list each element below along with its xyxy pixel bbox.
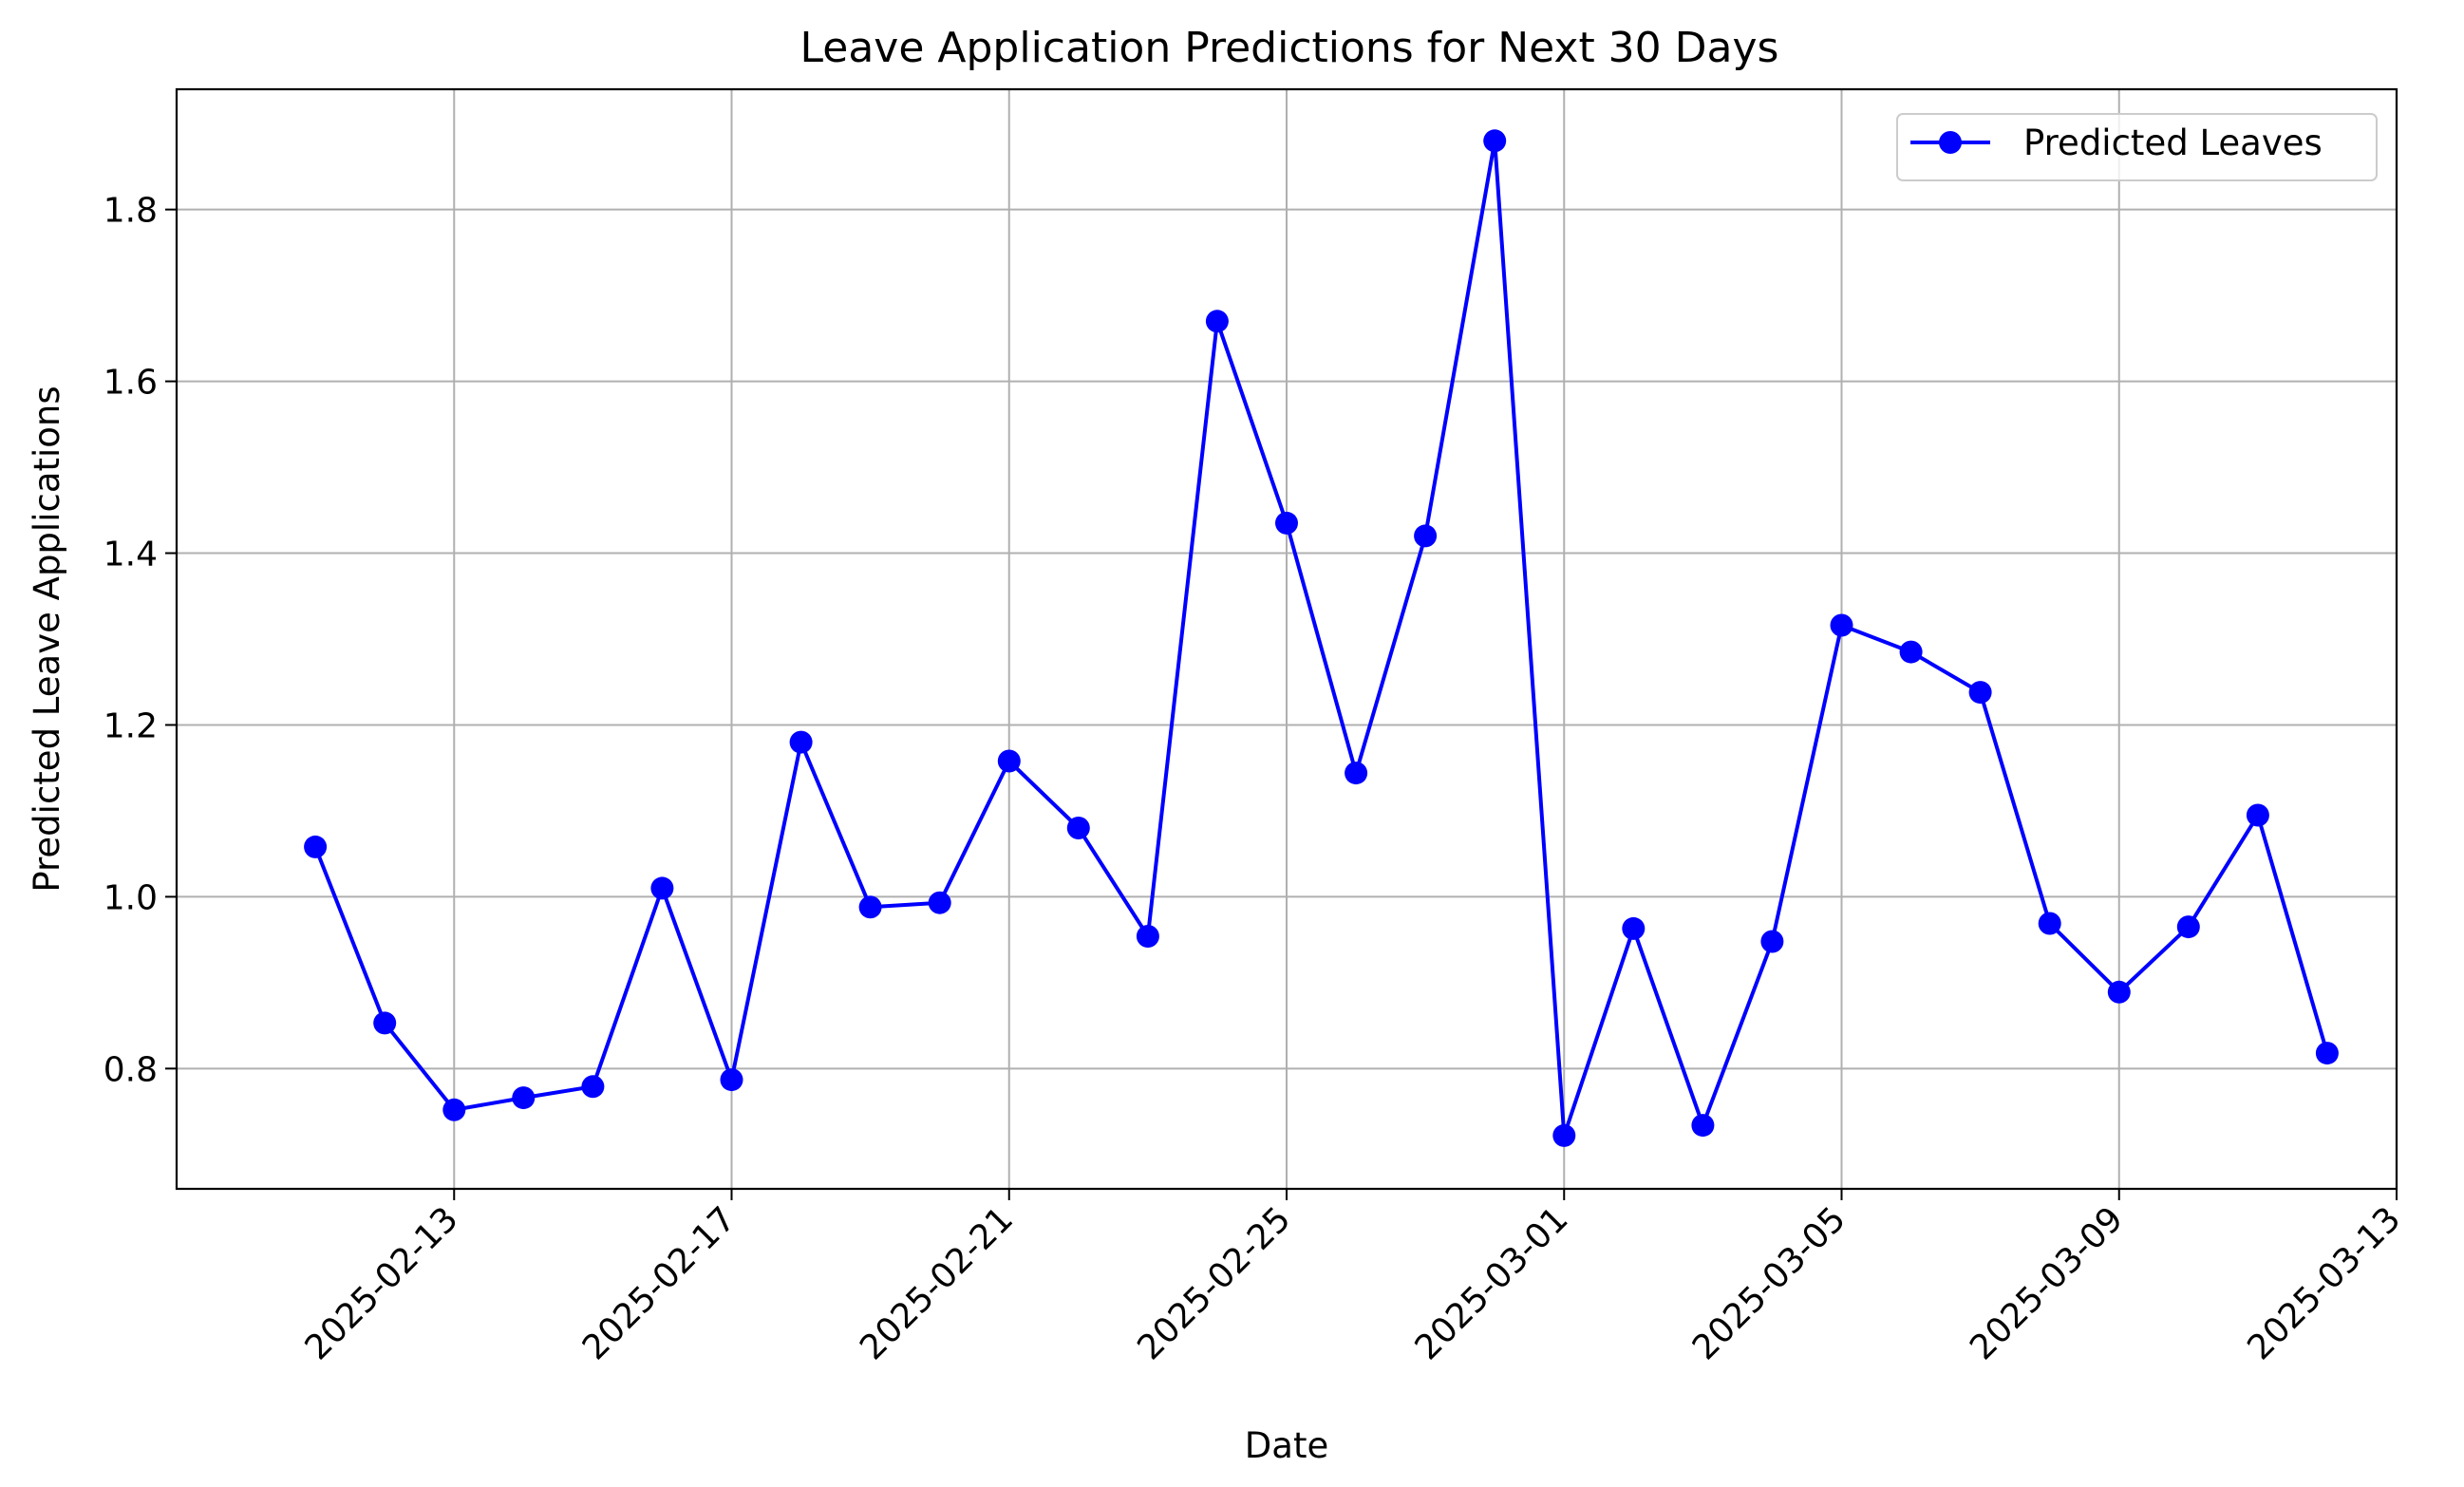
y-tick-label: 1.2 (103, 706, 158, 745)
data-point (928, 891, 951, 914)
y-tick-label: 0.8 (103, 1050, 158, 1089)
data-point (1414, 524, 1438, 548)
data-point (373, 1011, 397, 1035)
legend-marker-swatch (1939, 131, 1962, 154)
data-point (1275, 511, 1298, 535)
data-point (442, 1098, 466, 1121)
data-point (2038, 912, 2061, 935)
data-point (858, 895, 882, 919)
data-point (1136, 925, 1159, 948)
data-point (1622, 916, 1646, 940)
data-point (1691, 1114, 1715, 1138)
x-axis-label: Date (1245, 1425, 1328, 1466)
data-point (2107, 980, 2131, 1004)
data-point (1205, 310, 1229, 333)
legend-box (1896, 113, 2378, 181)
data-point (2315, 1042, 2339, 1065)
data-point (1066, 817, 1090, 839)
data-point (512, 1086, 536, 1110)
data-point (1968, 681, 1992, 705)
data-point (1899, 640, 1923, 664)
y-axis-label: Predicted Leave Applications (27, 386, 67, 892)
series-layer (304, 129, 2339, 1147)
data-point (1760, 930, 1784, 953)
data-point (1345, 762, 1368, 785)
legend-entry-predicted-leaves: Predicted Leaves (2023, 122, 2323, 163)
data-point (581, 1075, 605, 1099)
data-point (650, 876, 674, 900)
chart-title: Leave Application Predictions for Next 3… (800, 24, 1779, 72)
y-tick-label: 1.4 (103, 536, 158, 574)
data-point (2246, 803, 2269, 827)
y-axis: 0.8 1.0 1.2 1.4 1.6 1.8 (103, 192, 177, 1089)
legend: Predicted Leaves (1896, 113, 2378, 181)
y-tick-label: 1.8 (103, 192, 158, 231)
data-point (1552, 1123, 1576, 1147)
data-point (304, 835, 328, 858)
data-point (1830, 613, 1853, 637)
data-point (720, 1068, 743, 1092)
data-point (789, 730, 813, 754)
data-point (997, 749, 1021, 773)
data-point (1483, 129, 1507, 153)
y-tick-label: 1.6 (103, 364, 158, 403)
y-tick-label: 1.0 (103, 878, 158, 917)
series-line-predicted-leaves (313, 139, 2329, 1138)
data-point (2176, 915, 2200, 939)
